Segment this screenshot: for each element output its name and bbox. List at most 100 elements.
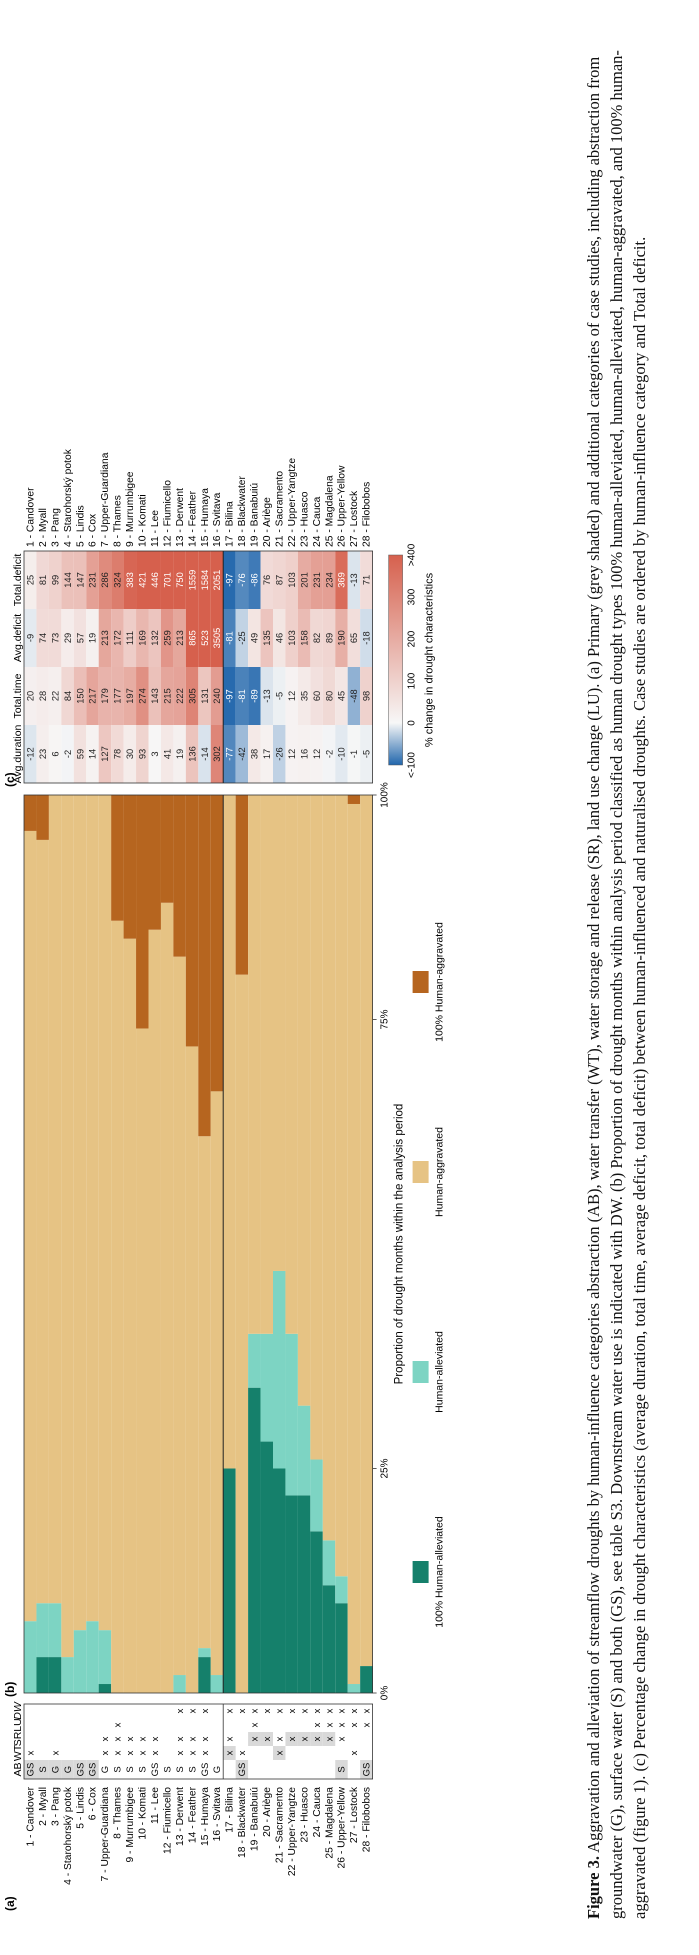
heat-cell-10-3 [136,609,149,667]
cell-dw-21: x [274,1708,285,1713]
cell-ab-13: S [175,1766,186,1772]
heat-value-26-3: 190 [337,630,347,646]
cell-ab-5: GS [75,1763,86,1777]
cell-wt-9: x [125,1750,136,1755]
heat-cell-2-2 [36,667,49,725]
heat-cell-28-4 [360,551,373,609]
legend-swatch-2 [412,1361,429,1383]
bar-18-series-3 [235,974,249,1693]
heat-value-8-1: 78 [113,749,123,759]
case-name-c-6: 6 - Cox [88,513,99,547]
heat-value-16-2: 240 [212,688,222,704]
cell-sr-10: x [138,1736,149,1741]
xtick-label-2: 25% [380,1458,391,1478]
xtick-label-1: 0% [380,1686,391,1701]
heat-value-4-4: 144 [63,572,73,588]
heat-value-3-1: 6 [50,751,60,756]
heat-value-23-4: 201 [299,572,309,588]
cell-ab-14: S [187,1766,198,1772]
heat-value-22-1: 12 [287,749,297,759]
heat-cell-15-2 [198,667,211,725]
heat-value-22-3: 103 [287,630,297,646]
heat-cell-8-2 [111,667,124,725]
heat-value-14-3: 865 [187,630,197,646]
cell-dw-20: x [262,1708,273,1713]
heat-value-25-2: 80 [324,691,334,701]
cell-lu-28: x [362,1722,373,1727]
cell-wt-7: x [100,1750,111,1755]
bar-12-series-4 [160,795,174,903]
case-name-a-27: 27 - Lostock [349,1786,360,1843]
bar-11-series-4 [148,794,161,930]
heat-cell-20-3 [260,609,273,667]
heat-cell-5-3 [73,609,87,667]
case-name-a-16: 16 - Svitava [212,1787,223,1842]
heat-cell-11-2 [148,667,161,725]
heat-value-10-3: 169 [138,630,148,646]
bar-10-series-3 [136,1028,149,1693]
heat-value-6-1: 14 [88,749,98,759]
xtick-label-4: 100% [380,782,391,808]
heat-cell-24-4 [310,551,323,609]
cell-wt-27: x [349,1750,360,1755]
heat-value-21-3: 46 [274,633,284,643]
heat-cell-27-2 [347,667,361,725]
cell-ab-4: G [63,1766,74,1773]
figure-caption: Figure 3. Aggravation and alleviation of… [582,39,651,1919]
heat-value-20-2: -13 [262,689,272,702]
case-name-a-28: 28 - Filobobos [362,1787,373,1852]
cell-lu-24: x [312,1722,323,1727]
heat-cell-26-2 [335,667,348,725]
primary-shade-18 [235,1760,249,1779]
panel-a-label: (a) [3,1896,17,1911]
heat-cell-23-1 [297,725,311,783]
bar-21-series-1 [273,1468,286,1693]
case-name-c-16: 16 - Svitava [212,492,223,547]
colorbar-tick-6: >400 [407,543,418,566]
heat-value-27-4: -13 [349,573,359,586]
heat-cell-24-1 [310,725,323,783]
heat-value-17-4: -97 [225,573,235,586]
heat-cell-10-2 [136,667,149,725]
heat-value-9-2: 197 [125,688,135,704]
heat-value-25-3: 89 [324,633,334,643]
case-name-c-1: 1 - Candover [25,487,36,547]
chart-b-frame [23,794,374,1694]
bar-28-series-1 [360,1666,373,1693]
heat-cell-16-1 [210,725,224,783]
case-name-c-5: 5 - Lindis [75,505,86,547]
cell-sr-19: x [250,1736,261,1741]
heat-value-26-2: 45 [337,691,347,701]
heat-value-7-3: 213 [100,630,110,646]
heat-cell-7-4 [98,551,112,609]
heat-cell-16-4 [210,551,224,609]
heat-value-4-1: -2 [63,750,73,758]
heat-cell-14-2 [185,667,199,725]
legend-label-1: 100% Human-alleviated [434,1516,446,1628]
heat-cell-5-4 [73,551,87,609]
heat-cell-26-4 [335,551,348,609]
heat-cell-19-4 [248,551,261,609]
heat-value-14-2: 305 [187,688,197,704]
colorbar [388,554,403,766]
heat-value-28-2: 98 [362,691,372,701]
bar-2-series-2 [36,1603,49,1658]
heat-cell-1-3 [24,609,37,667]
heat-cell-14-4 [185,551,199,609]
bar-8-series-3 [111,920,124,1693]
case-name-a-12: 12 - Fiumicello [162,1787,173,1854]
bar-10-series-4 [136,794,149,1029]
bar-18-series-4 [235,794,249,975]
heat-cell-9-2 [123,667,137,725]
case-name-c-22: 22 - Upper-Yangtze [287,458,298,547]
bar-26-series-2 [335,1576,348,1604]
heat-cell-4-1 [61,725,74,783]
cell-dw-15: x [200,1708,211,1713]
bar-14-series-4 [185,795,199,1047]
bar-20-series-2 [260,1333,273,1442]
heat-cell-25-2 [322,667,336,725]
case-name-a-24: 24 - Cauca [312,1787,323,1838]
cell-sr-20: x [262,1736,273,1741]
heat-cell-8-1 [111,725,124,783]
heat-value-11-4: 446 [150,572,160,588]
